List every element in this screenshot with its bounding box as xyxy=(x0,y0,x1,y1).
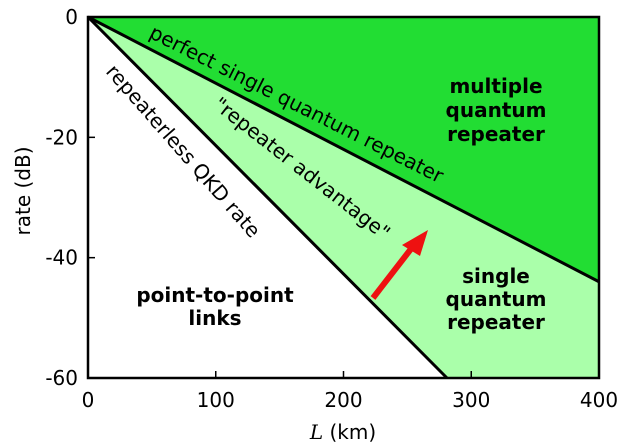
advantage-arrow xyxy=(370,230,428,300)
y-tick-label: 0 xyxy=(65,5,78,29)
svg-text:point-to-point: point-to-point xyxy=(136,283,294,307)
single-repeater-label: single quantum repeater xyxy=(446,264,547,334)
svg-text:repeater: repeater xyxy=(447,122,545,146)
arrow-shaft xyxy=(370,243,417,300)
point-to-point-label: point-to-point links xyxy=(136,283,294,330)
single-repeater-region xyxy=(88,17,599,378)
x-axis-unit: (km) xyxy=(323,420,376,444)
svg-text:repeater: repeater xyxy=(447,310,545,334)
multiple-repeater-label: multiple quantum repeater xyxy=(446,74,547,146)
y-axis-label: rate (dB) xyxy=(11,146,35,235)
svg-text:multiple: multiple xyxy=(449,74,542,98)
x-axis-symbol: L xyxy=(309,420,323,444)
perfect-repeater-line xyxy=(87,15,600,284)
x-tick-label: 0 xyxy=(82,388,95,412)
svg-text:links: links xyxy=(188,306,241,330)
x-axis-label: L (km) xyxy=(309,420,376,444)
svg-text:single: single xyxy=(462,264,530,288)
svg-text:quantum: quantum xyxy=(446,287,547,311)
y-tick-label: -20 xyxy=(45,125,78,149)
x-tick-label: 100 xyxy=(197,388,235,412)
x-tick-label: 200 xyxy=(324,388,362,412)
arrow-head xyxy=(402,230,428,256)
tick-marks xyxy=(87,16,600,379)
y-tick-label: -40 xyxy=(45,246,78,270)
x-tick-label: 300 xyxy=(452,388,490,412)
y-tick-label: -60 xyxy=(45,366,78,390)
x-tick-label: 400 xyxy=(580,388,618,412)
repeaterless-qkd-line xyxy=(86,15,449,380)
tick-labels: 0 100 200 300 400 0 -20 -40 -60 xyxy=(45,5,618,412)
svg-text:quantum: quantum xyxy=(446,98,547,122)
